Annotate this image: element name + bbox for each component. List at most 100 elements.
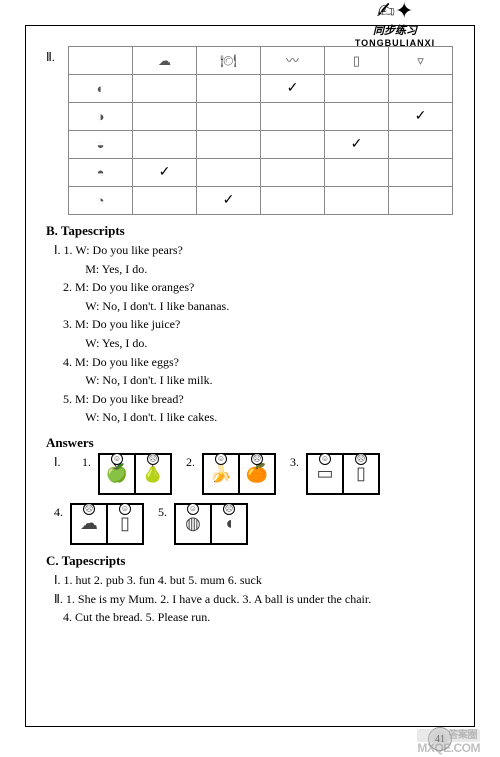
answer-cell: ☹◖ [211, 504, 247, 544]
answer-cell: ☺🍏 [99, 454, 135, 494]
answer-cell: ☺🍌 [203, 454, 239, 494]
answer-num: 2. [186, 453, 200, 470]
grid-cell: ✓ [261, 75, 325, 103]
answer-cell: ☺▯ [107, 504, 143, 544]
grid-cell [325, 187, 389, 215]
food-icon: 🍐 [142, 463, 164, 484]
food-icon: ▯ [120, 513, 130, 534]
col-icon-4: ▯ [353, 54, 360, 67]
grid-cell [197, 131, 261, 159]
grid-cell [261, 187, 325, 215]
tb-line: M: Do you like eggs? [75, 355, 179, 369]
food-icon: ◍ [185, 513, 201, 534]
answer-item: 2. ☺🍌 ☹🍊 [186, 453, 276, 495]
grid-cell [197, 103, 261, 131]
face-icon: ☺ [215, 453, 227, 465]
answers-heading: Answers [46, 435, 454, 451]
answer-cell: ☹🍐 [135, 454, 171, 494]
tb-line: W: No, I don't. I like milk. [54, 371, 454, 390]
tb-label: Ⅰ. [54, 243, 61, 257]
tb-line: M: Yes, I do. [54, 260, 454, 279]
answer-cell: ☺▭ [307, 454, 343, 494]
tapescripts-c-block: Ⅰ. 1. hut 2. pub 3. fun 4. but 5. mum 6.… [54, 571, 454, 627]
tb-line: M: Do you like bread? [75, 392, 184, 406]
tc-label: Ⅱ. [54, 592, 63, 606]
tc-label: Ⅰ. [54, 573, 61, 587]
watermark: 答案圈 MXQE.COM [417, 729, 480, 755]
food-icon: ◖ [224, 513, 235, 534]
badge-art-icon: ✍︎✦ [325, 0, 465, 22]
badge-roman: TONGBULIANXI [325, 38, 465, 48]
col-icon-2: 🍽 [220, 54, 237, 67]
brand-badge: ✍︎✦ 同步练习 TONGBULIANXI [325, 0, 465, 55]
answers-row: Ⅰ. 1. ☺🍏 ☹🍐 2. ☺🍌 ☹🍊 3. ☺▭ ☹▯ 4. [54, 453, 454, 545]
food-icon: ▯ [356, 463, 366, 484]
answer-item: 4. ☹☁ ☺▯ [54, 503, 144, 545]
tapescripts-b-block: Ⅰ. 1. W: Do you like pears? M: Yes, I do… [54, 241, 454, 427]
answer-num: 3. [290, 453, 304, 470]
grid-cell [197, 75, 261, 103]
tb-line: M: Do you like juice? [75, 317, 180, 331]
grid-cell [389, 187, 453, 215]
face-icon: ☺ [319, 453, 331, 465]
watermark-top: 答案圈 [417, 729, 480, 742]
answer-num: 4. [54, 503, 68, 520]
food-icon: ☁ [80, 513, 98, 534]
page-frame: Ⅱ. ☁ 🍽 〰 ▯ ▿ ◐ ✓ ◑ [25, 25, 475, 727]
grid-cell: ✓ [325, 131, 389, 159]
grid-cell [325, 159, 389, 187]
answer-item: 5. ☺◍ ☹◖ [158, 503, 248, 545]
grid-cell [389, 159, 453, 187]
b-tapescripts-heading: B. Tapescripts [46, 223, 454, 239]
row-icon-2: ◑ [97, 110, 105, 123]
tb-num: 5. [63, 392, 72, 406]
row-icon-5: ◔ [97, 194, 105, 207]
grid-cell [325, 75, 389, 103]
grid-cell [261, 131, 325, 159]
grid-cell [389, 131, 453, 159]
c-tapescripts-heading: C. Tapescripts [46, 553, 454, 569]
tc-line: 1. hut 2. pub 3. fun 4. but 5. mum 6. su… [64, 573, 262, 587]
answer-cell: ☹▯ [343, 454, 379, 494]
face-icon: ☹ [147, 453, 159, 465]
grid-cell [133, 131, 197, 159]
tb-num: 3. [63, 317, 72, 331]
grid-cell [261, 159, 325, 187]
answer-item: 1. ☺🍏 ☹🍐 [82, 453, 172, 495]
face-icon: ☹ [251, 453, 263, 465]
tb-line: M: Do you like oranges? [75, 280, 194, 294]
answer-cell: ☹🍊 [239, 454, 275, 494]
tc-line: 4. Cut the bread. 5. Please run. [63, 610, 210, 624]
tb-line: W: Do you like pears? [75, 243, 183, 257]
answer-cell: ☹☁ [71, 504, 107, 544]
tc-line: 1. She is my Mum. 2. I have a duck. 3. A… [66, 592, 371, 606]
grid-cell: ✓ [133, 159, 197, 187]
tb-line: W: No, I don't. I like cakes. [54, 408, 454, 427]
row-icon-3: ◒ [97, 138, 105, 151]
tb-line: W: Yes, I do. [54, 334, 454, 353]
grid-cell: ✓ [389, 103, 453, 131]
grid-row: ◐ ✓ [69, 75, 453, 103]
badge-chinese: 同步练习 [325, 22, 465, 38]
row-icon-1: ◐ [97, 82, 105, 95]
tb-line: W: No, I don't. I like bananas. [54, 297, 454, 316]
check-grid: ☁ 🍽 〰 ▯ ▿ ◐ ✓ ◑ ✓ [68, 46, 453, 215]
grid-cell [133, 103, 197, 131]
answer-num: 1. [82, 453, 96, 470]
tb-num: 1. [64, 243, 73, 257]
grid-row: ◑ ✓ [69, 103, 453, 131]
grid-cell [133, 187, 197, 215]
grid-cell [197, 159, 261, 187]
face-icon: ☺ [111, 453, 123, 465]
food-icon: 🍌 [210, 463, 232, 484]
answer-num: 5. [158, 503, 172, 520]
face-icon: ☺ [187, 503, 199, 515]
answer-cell: ☺◍ [175, 504, 211, 544]
grid-row: ◒ ✓ [69, 131, 453, 159]
grid-cell [389, 75, 453, 103]
food-icon: 🍏 [106, 463, 128, 484]
col-icon-1: ☁ [158, 54, 171, 67]
answers-label: Ⅰ. [54, 453, 68, 470]
tb-num: 2. [63, 280, 72, 294]
grid-row: ◓ ✓ [69, 159, 453, 187]
